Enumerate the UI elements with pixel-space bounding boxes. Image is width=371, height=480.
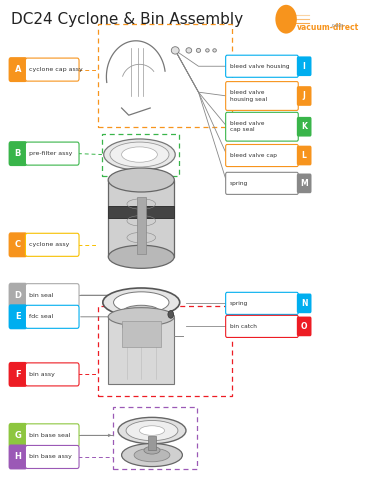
FancyBboxPatch shape	[25, 233, 79, 256]
FancyBboxPatch shape	[9, 362, 27, 387]
FancyBboxPatch shape	[9, 57, 27, 82]
Text: bin catch: bin catch	[230, 324, 257, 329]
Bar	[113, 407, 197, 469]
FancyBboxPatch shape	[25, 445, 79, 468]
Text: D: D	[14, 291, 22, 300]
Text: cyclone cap assy: cyclone cap assy	[29, 67, 83, 72]
FancyBboxPatch shape	[9, 283, 27, 308]
Ellipse shape	[122, 320, 160, 333]
Text: pre-filter assy: pre-filter assy	[29, 151, 72, 156]
Text: vacuum-direct: vacuum-direct	[297, 23, 359, 32]
Text: O: O	[301, 322, 308, 331]
Text: fdc seal: fdc seal	[29, 314, 53, 319]
Text: spring: spring	[230, 301, 248, 306]
Text: A: A	[14, 65, 21, 74]
FancyBboxPatch shape	[297, 117, 312, 136]
Text: K: K	[301, 122, 307, 131]
Text: E: E	[15, 312, 21, 321]
Text: DC24 Cyclone & Bin Assembly: DC24 Cyclone & Bin Assembly	[11, 12, 243, 27]
Bar	[123, 312, 160, 326]
Ellipse shape	[134, 448, 170, 462]
Text: L: L	[302, 151, 306, 160]
Ellipse shape	[122, 147, 157, 162]
Bar	[98, 24, 233, 127]
Text: B: B	[15, 149, 21, 158]
FancyBboxPatch shape	[226, 172, 298, 194]
Circle shape	[275, 5, 297, 34]
Text: J: J	[303, 92, 306, 100]
Bar	[108, 206, 174, 218]
Ellipse shape	[103, 288, 180, 317]
Ellipse shape	[126, 420, 178, 441]
FancyBboxPatch shape	[297, 86, 312, 106]
FancyBboxPatch shape	[25, 305, 79, 328]
Text: bin base assy: bin base assy	[29, 455, 72, 459]
Ellipse shape	[171, 47, 179, 54]
FancyBboxPatch shape	[25, 284, 79, 307]
FancyBboxPatch shape	[25, 424, 79, 447]
Text: bleed valve
cap seal: bleed valve cap seal	[230, 121, 265, 132]
Bar	[108, 180, 174, 257]
Ellipse shape	[114, 292, 169, 313]
FancyBboxPatch shape	[226, 144, 298, 167]
FancyBboxPatch shape	[297, 56, 312, 76]
Ellipse shape	[144, 446, 160, 454]
Bar	[148, 436, 155, 450]
Ellipse shape	[108, 308, 174, 326]
Ellipse shape	[213, 48, 216, 52]
Bar	[108, 317, 174, 384]
Text: F: F	[15, 370, 21, 379]
Text: I: I	[303, 62, 306, 71]
FancyBboxPatch shape	[226, 112, 298, 141]
Ellipse shape	[122, 444, 183, 467]
Text: bleed valve housing: bleed valve housing	[230, 64, 289, 69]
FancyBboxPatch shape	[9, 141, 27, 166]
FancyBboxPatch shape	[297, 173, 312, 193]
Ellipse shape	[186, 48, 192, 53]
Text: .com: .com	[331, 23, 344, 27]
FancyBboxPatch shape	[9, 304, 27, 329]
Text: bin base seal: bin base seal	[29, 433, 70, 438]
FancyBboxPatch shape	[25, 363, 79, 386]
FancyBboxPatch shape	[297, 145, 312, 165]
Bar	[137, 197, 145, 254]
FancyBboxPatch shape	[297, 294, 312, 313]
Text: cyclone assy: cyclone assy	[29, 242, 69, 247]
Text: G: G	[14, 431, 21, 440]
FancyBboxPatch shape	[226, 82, 298, 110]
Text: bin seal: bin seal	[29, 293, 53, 298]
Text: H: H	[14, 453, 21, 461]
FancyBboxPatch shape	[226, 55, 298, 77]
Ellipse shape	[104, 139, 175, 170]
Ellipse shape	[110, 142, 169, 167]
Ellipse shape	[196, 48, 201, 52]
Text: C: C	[15, 240, 21, 249]
FancyBboxPatch shape	[25, 58, 79, 81]
FancyBboxPatch shape	[9, 423, 27, 448]
Text: M: M	[300, 179, 308, 188]
FancyBboxPatch shape	[226, 315, 298, 337]
FancyBboxPatch shape	[25, 142, 79, 165]
Circle shape	[168, 311, 174, 318]
Ellipse shape	[108, 245, 174, 268]
Ellipse shape	[122, 305, 160, 319]
Bar	[98, 306, 233, 396]
Text: spring: spring	[230, 181, 248, 186]
Text: N: N	[301, 299, 308, 308]
FancyBboxPatch shape	[226, 292, 298, 314]
Ellipse shape	[108, 168, 174, 192]
FancyBboxPatch shape	[9, 444, 27, 469]
FancyBboxPatch shape	[297, 317, 312, 336]
Text: bleed valve
housing seal: bleed valve housing seal	[230, 90, 267, 102]
Ellipse shape	[118, 417, 186, 444]
FancyBboxPatch shape	[9, 232, 27, 257]
Bar	[102, 134, 179, 176]
Text: bin assy: bin assy	[29, 372, 55, 377]
Bar	[122, 321, 161, 347]
Ellipse shape	[206, 48, 209, 52]
Ellipse shape	[139, 426, 164, 435]
Text: bleed valve cap: bleed valve cap	[230, 153, 277, 158]
